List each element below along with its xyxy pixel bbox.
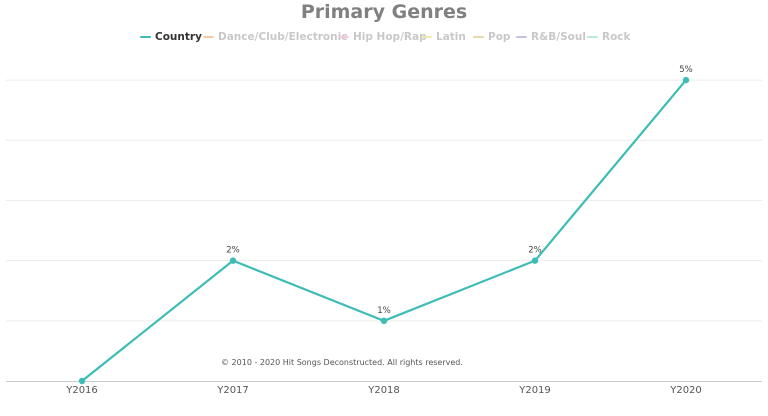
x-tick-label-y2020: Y2020 [669,385,702,396]
data-label-y2020: 5% [679,65,693,75]
chart-title: Primary Genres [300,1,468,23]
data-label-y2018: 1% [377,306,391,316]
legend-swatch-rb-soul [516,36,527,38]
copyright-notice: © 2010 - 2020 Hit Songs Deconstructed. A… [221,358,463,367]
x-tick-label-y2016: Y2016 [65,385,98,396]
x-tick-label-y2018: Y2018 [367,385,400,396]
legend-swatch-country [140,36,151,38]
legend-swatch-rock [587,36,598,38]
legend-item-latin[interactable]: Latin [421,30,466,44]
legend-item-pop[interactable]: Pop [473,30,510,44]
legend-label-latin: Latin [436,31,466,43]
legend-swatch-pop [473,36,484,38]
legend-swatch-hip-hop-rap [338,36,349,38]
legend-item-dance-club-electronic[interactable]: Dance/Club/Electronic [203,30,347,44]
legend-label-rock: Rock [602,31,631,43]
chart-legend: Country Dance/Club/Electronic Hip Hop/Ra… [0,30,768,44]
data-label-y2019: 2% [528,246,542,256]
legend-item-rb-soul[interactable]: R&B/Soul [516,30,586,44]
data-label-y2017: 2% [226,246,240,256]
legend-label-dance-club-electronic: Dance/Club/Electronic [218,31,348,43]
x-tick-label-y2017: Y2017 [216,385,249,396]
series-line-country [80,78,688,383]
data-point-y2017 [229,257,237,264]
gridlines [6,79,762,322]
legend-item-hip-hop-rap[interactable]: Hip Hop/Rap [338,30,427,44]
x-axis-ticks: Y2016 Y2017 Y2018 Y2019 Y2020 [65,385,702,396]
data-point-y2016 [78,377,86,385]
series-layer: 2% 1% 2% 5% [78,65,693,385]
legend-swatch-dance-club-electronic [203,36,214,38]
legend-label-hip-hop-rap: Hip Hop/Rap [353,31,427,43]
legend-item-rock[interactable]: Rock [587,30,631,44]
legend-label-pop: Pop [488,31,511,43]
legend-item-country[interactable]: Country [140,30,202,44]
data-point-y2019 [531,257,539,264]
x-tick-label-y2019: Y2019 [518,385,551,396]
data-point-y2018 [380,317,388,325]
data-point-y2020 [682,76,690,84]
legend-label-rb-soul: R&B/Soul [531,31,586,43]
legend-swatch-latin [421,36,432,38]
legend-label-country: Country [155,31,202,43]
